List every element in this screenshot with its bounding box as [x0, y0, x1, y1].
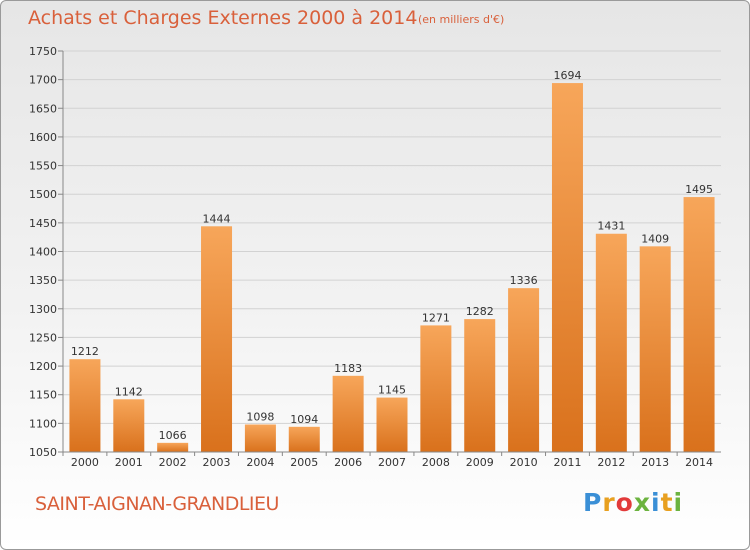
bar-2000 — [69, 359, 101, 452]
bar-2002 — [157, 442, 189, 452]
y-tick-label: 1350 — [29, 274, 57, 287]
y-tick-label: 1500 — [29, 188, 57, 201]
x-tick-label-2013: 2013 — [641, 456, 669, 469]
chart-title: Achats et Charges Externes 2000 à 2014 — [28, 7, 418, 29]
x-tick-label-2005: 2005 — [290, 456, 318, 469]
bar-2012 — [595, 233, 627, 452]
bar-2010 — [508, 288, 540, 452]
x-tick-label-2004: 2004 — [246, 456, 274, 469]
logo-letter: i — [651, 488, 661, 517]
y-tick-label: 1200 — [29, 360, 57, 373]
logo-letter: P — [583, 488, 603, 517]
y-tick-label: 1650 — [29, 102, 57, 115]
y-tick-label: 1100 — [29, 417, 57, 430]
data-label-2013: 1409 — [641, 232, 669, 245]
data-label-2008: 1271 — [422, 311, 450, 324]
bar-2001 — [113, 399, 145, 452]
y-tick-label: 1400 — [29, 246, 57, 259]
data-label-2005: 1094 — [290, 413, 318, 426]
chart-unit-label: (en milliers d'€) — [418, 13, 505, 26]
x-tick-label-2014: 2014 — [685, 456, 713, 469]
y-tick-label: 1050 — [29, 446, 57, 459]
data-label-2002: 1066 — [159, 429, 187, 442]
x-tick-label-2009: 2009 — [466, 456, 494, 469]
data-label-2012: 1431 — [597, 220, 625, 233]
bar-2003 — [201, 226, 233, 452]
data-label-2006: 1183 — [334, 362, 362, 375]
bar-2013 — [639, 246, 671, 452]
bars: 1212 1142 1066 1444 1098 1094 1183 1145 1271 1282… — [69, 69, 715, 452]
bar-2005 — [288, 426, 320, 452]
x-tick-label-2012: 2012 — [597, 456, 625, 469]
logo-letter: r — [602, 488, 616, 517]
x-tick-label-2002: 2002 — [159, 456, 187, 469]
y-tick-label: 1450 — [29, 217, 57, 230]
x-tick-label-2010: 2010 — [510, 456, 538, 469]
x-tick-label-2011: 2011 — [553, 456, 581, 469]
y-tick-label: 1700 — [29, 74, 57, 87]
logo-letter: t — [660, 488, 674, 517]
data-label-2009: 1282 — [466, 305, 494, 318]
logo-letter: i — [673, 488, 684, 517]
bar-2007 — [376, 397, 408, 452]
bar-2011 — [551, 83, 583, 452]
y-tick-label: 1150 — [29, 389, 57, 402]
bar-2004 — [244, 424, 276, 452]
y-tick-label: 1550 — [29, 160, 57, 173]
data-label-2003: 1444 — [203, 212, 231, 225]
bar-2006 — [332, 375, 364, 452]
data-label-2004: 1098 — [246, 411, 274, 424]
proxiti-logo: Proxiti — [583, 488, 683, 517]
x-tick-label-2007: 2007 — [378, 456, 406, 469]
x-tick-label-2003: 2003 — [203, 456, 231, 469]
data-label-2007: 1145 — [378, 384, 406, 397]
data-label-2000: 1212 — [71, 345, 99, 358]
y-tick-label: 1750 — [29, 45, 57, 58]
bar-2008 — [420, 325, 452, 452]
x-tick-label-2006: 2006 — [334, 456, 362, 469]
data-label-2010: 1336 — [510, 274, 538, 287]
logo-letter: x — [633, 488, 651, 517]
y-axis: 1050 1100 1150 1200 1250 1300 1350 1400 1450 1500… — [29, 45, 64, 459]
y-tick-label: 1600 — [29, 131, 57, 144]
commune-name: SAINT-AIGNAN-GRANDLIEU — [35, 493, 279, 515]
y-tick-label: 1250 — [29, 331, 57, 344]
bar-2014 — [683, 197, 715, 452]
data-label-2001: 1142 — [115, 385, 143, 398]
x-tick-label-2001: 2001 — [115, 456, 143, 469]
y-tick-label: 1300 — [29, 303, 57, 316]
bar-2009 — [464, 319, 496, 452]
x-tick-label-2000: 2000 — [71, 456, 99, 469]
x-tick-label-2008: 2008 — [422, 456, 450, 469]
data-label-2011: 1694 — [553, 69, 581, 82]
x-axis: 2000 2001 2002 2003 2004 2005 2006 2007 2008 2009… — [62, 451, 721, 469]
data-label-2014: 1495 — [685, 183, 713, 196]
logo-letter: o — [615, 488, 634, 517]
